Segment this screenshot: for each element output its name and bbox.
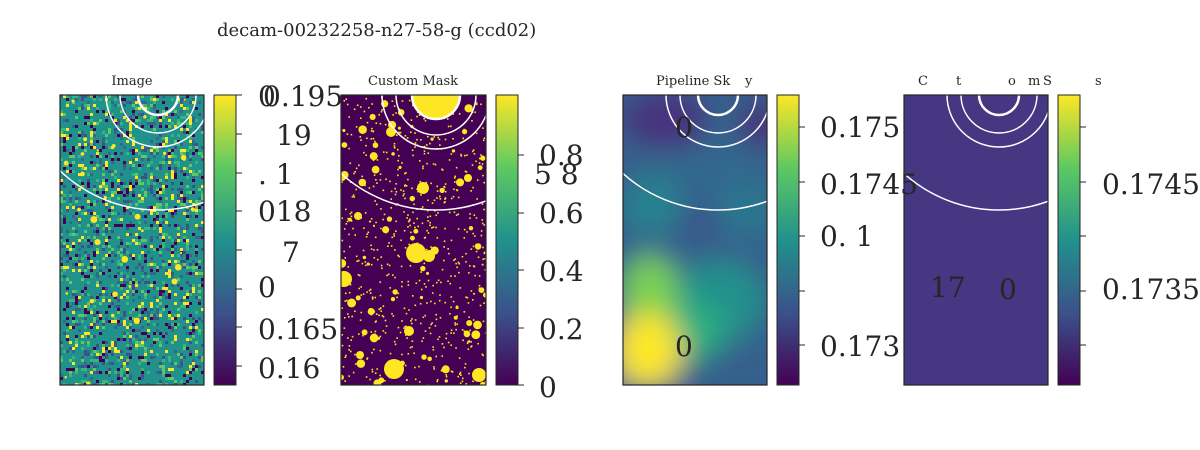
custom-sky-colorbar-tick-label: 0.1745 [1102,168,1200,201]
pipeline-overlay-circles [623,95,767,211]
custom-sky-title-part4: m [1028,74,1041,89]
image-colorbar-tick-label: 018 [258,195,312,228]
pipeline-sky-title-part2: y [745,74,753,89]
mask-colorbar [495,94,524,386]
mask-heatmap [340,94,487,386]
pipeline-sky-colorbar-tick-label: 0.1745 [820,168,918,201]
custom-sky-title-part6: s [1095,74,1102,89]
pipeline-sky-colorbar-tick-label: 0.175 [820,111,901,144]
mask-colorbar-tick-label: 0.8 [539,139,584,172]
mask-bright-sources [341,95,486,382]
image-colorbar-tick-label: 0.195 [263,80,344,113]
custom-sky-overlay-label: 17 [930,271,966,304]
pipeline-sky-overlay-label: 0 [675,111,693,144]
custom-sky-title-part3: o [1008,74,1016,89]
image-colorbar [213,94,242,386]
custom-sky-heatmap [903,94,1049,386]
mask-colorbar-tick-label: 0.6 [539,197,584,230]
image-colorbar-tick-label: 7 [282,236,300,269]
mask-colorbar-tick-label: 0.2 [539,313,584,346]
image-colorbar-tick-label: . 1 [258,158,294,191]
figure-title: decam-00232258-n27-58-g (ccd02) [217,20,537,41]
custom-sky-overlay-label: 0 [999,273,1017,306]
mask-colorbar-tick-label: 5 8 [534,158,579,191]
pipeline-sky-colorbar [776,94,805,386]
pipeline-sky-title-part1: Pipeline Sk [656,74,731,89]
image-colorbar-tick-label: 0 [258,271,276,304]
custom-sky-colorbar [1057,94,1086,386]
custom-sky-title-part2: t [956,74,962,89]
mask-colorbar-tick-label: 0.4 [539,255,584,288]
pipeline-sky-heatmap [622,94,768,386]
custom-sky-title-part5: S [1043,74,1052,89]
custom-sky-colorbar-tick-label: 0.1735 [1102,273,1200,306]
pipeline-sky-colorbar-tick-label: 0.173 [820,330,901,363]
image-colorbar-tick-label: 19 [276,119,312,152]
pipeline-sky-colorbar-tick-label: 0. 1 [820,220,874,253]
mask-overlay-circles [341,95,486,211]
image-colorbar-tick-label: 0.16 [258,352,321,385]
mask-panel-title: Custom Mask [367,74,459,89]
image-panel-title: Image [111,74,153,89]
image-colorbar-tick-label: 0.165 [258,313,339,346]
pipeline-sky-overlay-label: 0 [675,330,693,363]
image-overlay-circles [60,95,204,211]
image-heatmap [59,94,205,386]
custom-sky-title-part1: C [918,74,928,89]
mask-colorbar-tick-label: 0 [539,371,557,404]
image-colorbar-tick-label: 0 [258,80,276,113]
custom-sky-overlay-circles [904,95,1048,211]
